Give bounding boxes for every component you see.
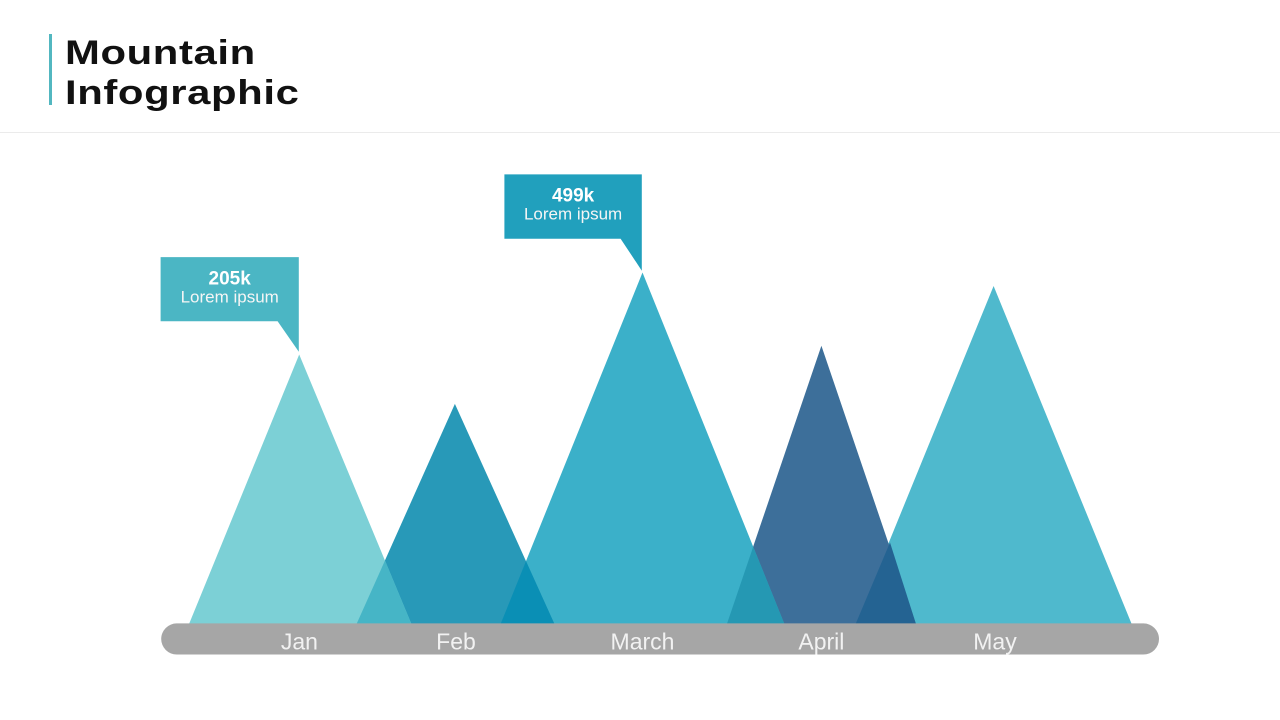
svg-text:Lorem ipsum: Lorem ipsum bbox=[181, 287, 279, 306]
svg-text:499k: 499k bbox=[552, 185, 595, 206]
svg-text:205k: 205k bbox=[209, 268, 252, 289]
svg-text:April: April bbox=[798, 629, 844, 655]
svg-text:Feb: Feb bbox=[436, 629, 476, 655]
svg-text:Jan: Jan bbox=[281, 629, 318, 655]
svg-text:March: March bbox=[611, 629, 675, 655]
svg-text:Lorem ipsum: Lorem ipsum bbox=[524, 205, 622, 224]
svg-text:May: May bbox=[973, 629, 1017, 655]
